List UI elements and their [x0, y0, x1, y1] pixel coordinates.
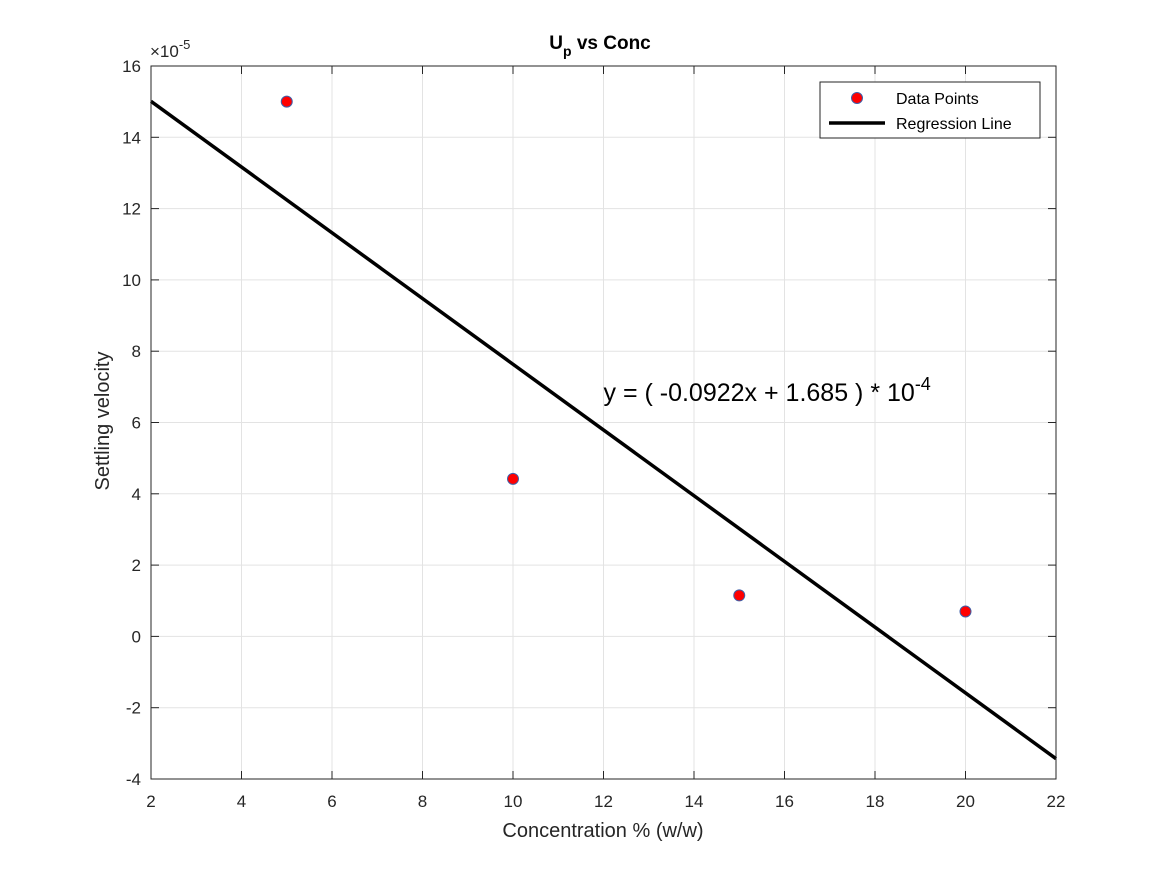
x-tick-label: 16 [775, 792, 794, 811]
title-main: U [549, 33, 563, 54]
data-point [507, 472, 519, 485]
y-tick-label: 8 [132, 342, 141, 361]
regression-line [149, 99, 1058, 761]
y-tick-label: 4 [132, 485, 141, 504]
legend-box [819, 81, 1041, 139]
y-tick-label: 14 [122, 128, 141, 147]
y-tick-label: 6 [132, 414, 141, 433]
x-tick-label: 20 [956, 792, 975, 811]
legend-label-regression-line: Regression Line [896, 116, 1012, 133]
y-tick-label: 16 [122, 57, 141, 76]
y-tick-label: 2 [132, 556, 141, 575]
y-exponent-base: ×10 [150, 42, 179, 61]
series-layer [149, 95, 1058, 761]
y-axis-label: Settling velocity [92, 352, 114, 491]
y-exponent-value: -5 [179, 37, 191, 52]
ticks-layer: 2 4 6 8 10 12 14 16 18 20 22 -4 -2 0 2 4 6 8 10 12 14 16 [122, 57, 1065, 811]
x-axis-label: Concentration % (w/w) [502, 820, 703, 842]
x-tick-label: 6 [327, 792, 336, 811]
x-tick-label: 4 [237, 792, 246, 811]
x-tick-label: 10 [504, 792, 523, 811]
chart-title: Up vs Conc [549, 33, 651, 59]
regression-equation-annotation: y = ( -0.0922x + 1.685 ) * 10-4 [604, 374, 931, 407]
x-tick-label: 8 [418, 792, 427, 811]
x-tick-label: 12 [594, 792, 613, 811]
x-tick-label: 18 [866, 792, 885, 811]
data-point [959, 605, 972, 618]
data-point [280, 95, 293, 108]
annotation-superscript: -4 [915, 374, 931, 394]
y-tick-label: 10 [122, 271, 141, 290]
title-rest: vs Conc [572, 33, 652, 54]
x-tick-label: 2 [146, 792, 155, 811]
legend-label-data-points: Data Points [896, 91, 979, 108]
title-subscript: p [563, 43, 572, 59]
y-tick-label: -2 [126, 699, 141, 718]
annotation-text: y = ( -0.0922x + 1.685 ) * 10 [604, 379, 915, 407]
legend-marker-data-points [851, 92, 863, 104]
y-exponent-label: ×10-5 [150, 37, 190, 61]
y-tick-label: 12 [122, 200, 141, 219]
x-tick-label: 14 [685, 792, 704, 811]
y-tick-label: 0 [132, 627, 141, 646]
y-tick-label: -4 [126, 770, 141, 789]
data-point [733, 589, 746, 602]
x-tick-label: 22 [1047, 792, 1066, 811]
legend: Data Points Regression Line [819, 81, 1041, 139]
